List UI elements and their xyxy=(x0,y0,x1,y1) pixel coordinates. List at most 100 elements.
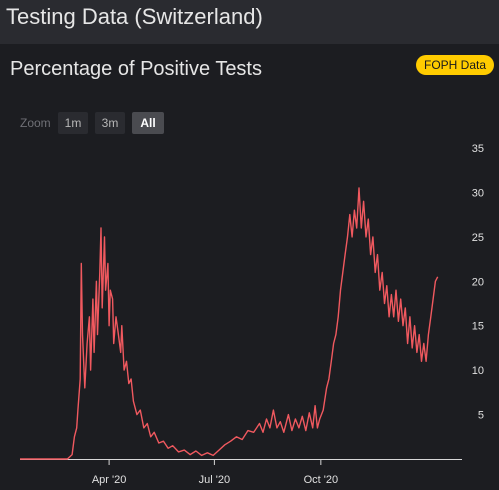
data-point xyxy=(152,430,156,434)
data-point xyxy=(429,315,433,319)
data-point xyxy=(426,333,430,337)
data-point xyxy=(125,359,129,363)
y-tick-label: 15 xyxy=(472,321,484,333)
data-point xyxy=(106,262,110,266)
data-point xyxy=(89,368,93,372)
data-point xyxy=(378,288,382,292)
data-point xyxy=(359,226,363,230)
zoom-label: Zoom xyxy=(20,116,51,130)
zoom-3m-button[interactable]: 3m xyxy=(95,112,125,134)
data-point xyxy=(357,186,361,190)
data-point xyxy=(129,377,133,381)
app-title: Testing Data (Switzerland) xyxy=(6,4,263,29)
data-point xyxy=(394,288,398,292)
data-point xyxy=(103,235,107,239)
data-point xyxy=(436,275,440,279)
data-point xyxy=(166,446,170,450)
data-point xyxy=(70,453,74,457)
data-point xyxy=(362,199,366,203)
data-point xyxy=(366,217,370,221)
zoom-all-button[interactable]: All xyxy=(132,112,164,134)
data-point xyxy=(92,350,96,354)
data-point xyxy=(293,417,297,421)
data-point xyxy=(157,441,161,445)
data-point xyxy=(339,288,343,292)
data-point xyxy=(403,306,407,310)
data-point xyxy=(399,297,403,301)
data-point xyxy=(315,426,319,430)
data-point xyxy=(385,284,389,288)
data-point xyxy=(278,420,282,424)
zoom-1m-button[interactable]: 1m xyxy=(58,112,88,134)
x-tick-label: Apr '20 xyxy=(92,474,127,486)
data-point xyxy=(282,430,286,434)
y-tick-label: 25 xyxy=(472,232,484,244)
data-point xyxy=(114,315,118,319)
data-point xyxy=(234,435,238,439)
data-point xyxy=(200,453,204,457)
data-point xyxy=(369,253,373,257)
source-badge[interactable]: FOPH Data xyxy=(416,55,495,75)
data-point xyxy=(271,408,275,412)
data-point xyxy=(410,346,414,350)
data-point xyxy=(383,302,387,306)
data-point xyxy=(83,386,87,390)
app-header: Testing Data (Switzerland) xyxy=(0,0,499,44)
data-point xyxy=(346,235,350,239)
data-point xyxy=(108,288,112,292)
data-point xyxy=(177,450,181,454)
y-tick-label: 30 xyxy=(472,187,484,199)
y-tick-label: 20 xyxy=(472,276,484,288)
data-point xyxy=(268,426,272,430)
data-point xyxy=(286,413,290,417)
data-point xyxy=(415,350,419,354)
data-point xyxy=(122,368,126,372)
data-point xyxy=(380,270,384,274)
data-point xyxy=(188,453,192,457)
data-point xyxy=(100,306,104,310)
data-point xyxy=(76,408,80,412)
data-point xyxy=(348,213,352,217)
data-point xyxy=(145,422,149,426)
data-point xyxy=(290,429,294,433)
data-point xyxy=(171,444,175,448)
data-point xyxy=(389,293,393,297)
data-point xyxy=(87,315,91,319)
data-point xyxy=(387,315,391,319)
y-tick-label: 5 xyxy=(478,410,484,422)
data-point xyxy=(313,404,317,408)
data-point xyxy=(417,333,421,337)
data-point xyxy=(119,350,123,354)
data-point xyxy=(343,253,347,257)
y-tick-label: 10 xyxy=(472,365,484,377)
data-point xyxy=(297,426,301,430)
data-point xyxy=(300,414,304,418)
data-point xyxy=(401,324,405,328)
data-point xyxy=(94,279,98,283)
data-point xyxy=(240,438,244,442)
data-point xyxy=(131,399,135,403)
data-point xyxy=(99,226,103,230)
data-point xyxy=(350,235,354,239)
data-point xyxy=(373,270,377,274)
data-point xyxy=(396,319,400,323)
data-point xyxy=(78,377,82,381)
data-point xyxy=(149,435,153,439)
data-point xyxy=(229,439,233,443)
data-point xyxy=(246,429,250,433)
x-tick-label: Jul '20 xyxy=(199,474,230,486)
data-point xyxy=(127,382,131,386)
data-point xyxy=(376,253,380,257)
data-point xyxy=(91,297,95,301)
data-point xyxy=(325,386,329,390)
data-point xyxy=(98,270,102,274)
data-point xyxy=(352,208,356,212)
data-point xyxy=(182,448,186,452)
data-point xyxy=(433,279,437,283)
data-point xyxy=(275,426,279,430)
data-point xyxy=(211,453,215,457)
data-point xyxy=(327,377,331,381)
data-point xyxy=(205,451,209,455)
data-point xyxy=(65,457,69,461)
data-point xyxy=(408,315,412,319)
